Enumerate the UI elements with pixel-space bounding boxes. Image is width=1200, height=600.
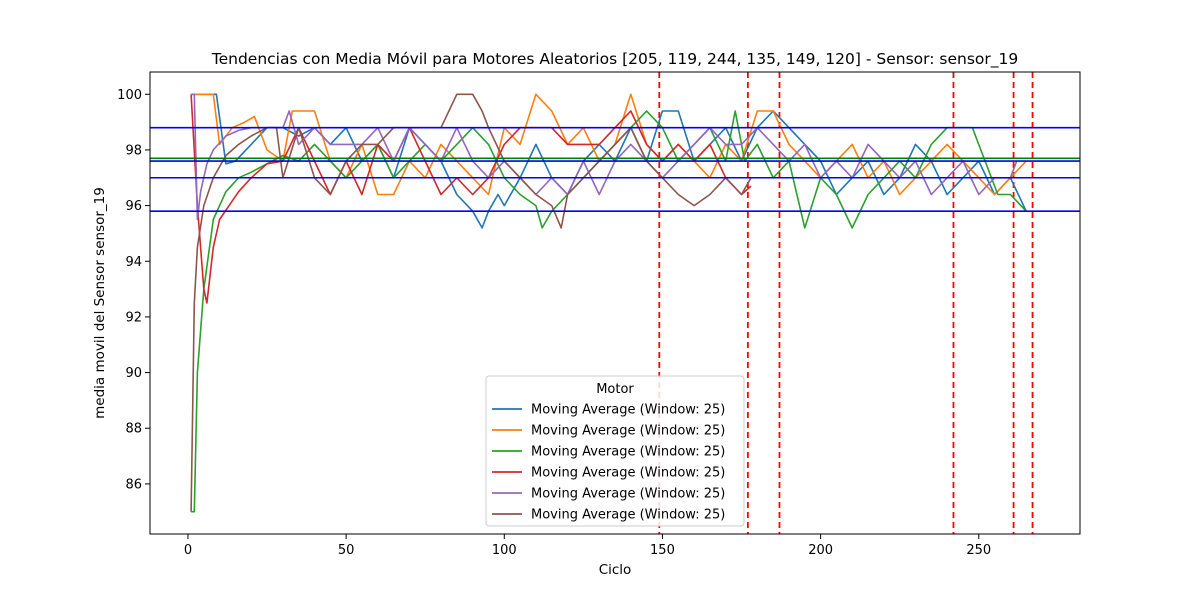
series-line-2 (191, 93, 1027, 196)
x-tick-label: 50 (338, 543, 355, 558)
plot-area (149, 71, 1081, 535)
x-tick-label: 250 (966, 543, 991, 558)
legend-label-2: Moving Average (Window: 25) (531, 424, 725, 439)
hlines-layer (150, 126, 1080, 212)
x-axis: 0 50 100 150 200 250 (184, 534, 991, 558)
x-tick-label: 200 (808, 543, 833, 558)
x-tick-label: 100 (492, 543, 517, 558)
legend-label-6: Moving Average (Window: 25) (531, 508, 725, 523)
series-line-4 (190, 94, 752, 304)
y-tick-label: 98 (125, 143, 142, 158)
x-tick-label: 150 (650, 543, 675, 558)
legend-title: Motor (596, 382, 634, 397)
chart-title: Tendencias con Media Móvil para Motores … (211, 50, 1018, 69)
legend-label-4: Moving Average (Window: 25) (531, 466, 725, 481)
legend: Motor Moving Average (Window: 25)Moving … (485, 375, 745, 527)
legend-label-1: Moving Average (Window: 25) (531, 403, 725, 418)
y-tick-label: 96 (125, 199, 142, 214)
y-tick-label: 86 (125, 477, 142, 492)
x-tick-label: 0 (184, 543, 192, 558)
y-tick-label: 94 (125, 255, 142, 270)
legend-label-5: Moving Average (Window: 25) (531, 487, 725, 502)
y-axis-label: media movil del Sensor sensor_19 (92, 187, 108, 419)
vlines-layer (658, 72, 1034, 534)
plot-frame (149, 71, 1081, 535)
y-tick-label: 88 (125, 422, 142, 437)
y-tick-label: 100 (117, 88, 142, 103)
y-tick-label: 90 (125, 366, 142, 381)
legend-label-3: Moving Average (Window: 25) (531, 445, 725, 460)
x-axis-label: Ciclo (599, 562, 632, 578)
y-tick-label: 92 (125, 310, 142, 325)
y-axis: 86 88 90 92 94 96 98 100 (117, 88, 150, 492)
legend-entries: Moving Average (Window: 25) Moving Averag… (492, 403, 725, 523)
legend-frame (485, 375, 745, 527)
